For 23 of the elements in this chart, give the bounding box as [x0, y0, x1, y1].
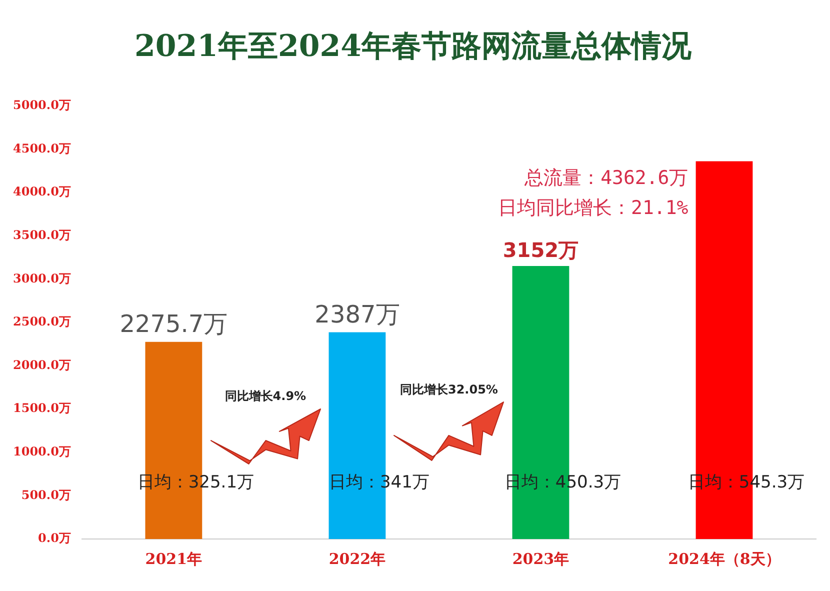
- y-tick-label: 2000.0万: [12, 358, 71, 372]
- x-tick-label: 2021年: [145, 550, 202, 568]
- y-tick-label: 1500.0万: [12, 401, 71, 416]
- y-tick-label: 3500.0万: [12, 228, 71, 242]
- x-tick-label: 2022年: [328, 550, 386, 568]
- data-label: 2275.7万: [120, 310, 228, 338]
- x-tick-label: 2024年（8天）: [668, 550, 780, 568]
- annotation: 同比增长4.9%: [224, 389, 306, 404]
- annotation: 同比增长32.05%: [400, 382, 498, 396]
- annotation: 日均同比增长：21.1%: [498, 197, 689, 220]
- y-tick-label: 4500.0万: [12, 141, 71, 156]
- y-tick-label: 4000.0万: [12, 184, 71, 199]
- x-tick-label: 2023年: [512, 550, 570, 568]
- y-tick-label: 0.0万: [38, 531, 71, 546]
- y-tick-label: 500.0万: [21, 488, 71, 502]
- y-tick-label: 3000.0万: [12, 271, 71, 286]
- data-label: 2387万: [314, 300, 400, 329]
- chart-title: 2021年至2024年春节路网流量总体情况: [134, 28, 692, 64]
- y-tick-label: 5000.0万: [12, 98, 71, 112]
- data-label: 3152万: [502, 238, 579, 262]
- annotation: 总流量：4362.6万: [524, 167, 688, 190]
- y-tick-label: 2500.0万: [12, 314, 71, 329]
- y-tick-label: 1000.0万: [12, 444, 71, 459]
